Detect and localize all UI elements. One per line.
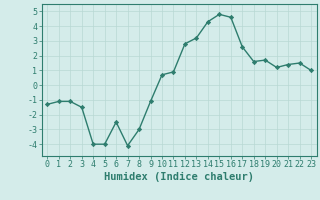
X-axis label: Humidex (Indice chaleur): Humidex (Indice chaleur) [104,172,254,182]
